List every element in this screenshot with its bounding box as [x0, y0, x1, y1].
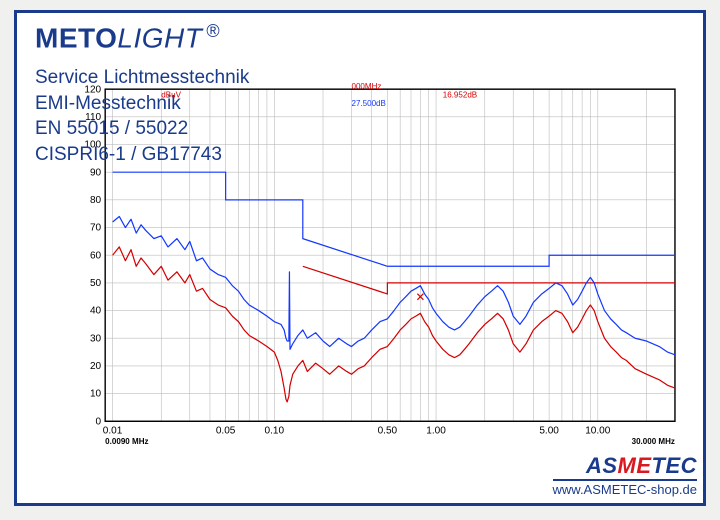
svg-text:27.500dB: 27.500dB	[351, 99, 385, 108]
description-block: Service Lichtmesstechnik EMI-Messtechnik…	[35, 65, 249, 168]
desc-line-2: EMI-Messtechnik	[35, 91, 249, 117]
content-frame: METOLIGHT® Service Lichtmesstechnik EMI-…	[14, 10, 706, 506]
svg-text:60: 60	[90, 250, 102, 261]
svg-text:0.50: 0.50	[378, 426, 398, 437]
svg-text:50: 50	[90, 278, 102, 289]
footer-brand: ASMETEC	[553, 453, 698, 479]
brand-part2: LIGHT	[117, 22, 202, 53]
page-root: METOLIGHT® Service Lichtmesstechnik EMI-…	[0, 0, 720, 520]
desc-line-4: CISPRI6-1 / GB17743	[35, 142, 249, 168]
svg-text:0.05: 0.05	[216, 426, 236, 437]
svg-text:10.00: 10.00	[585, 426, 610, 437]
svg-text:0.0090 MHz: 0.0090 MHz	[105, 437, 148, 446]
footer-brand-me: ME	[618, 453, 652, 478]
svg-text:0.10: 0.10	[265, 426, 285, 437]
svg-text:20: 20	[90, 361, 102, 372]
footer-brand-as: AS	[586, 453, 618, 478]
svg-text:0.01: 0.01	[103, 426, 123, 437]
footer-url: www.ASMETEC-shop.de	[553, 479, 698, 497]
svg-text:30: 30	[90, 333, 102, 344]
footer: ASMETEC www.ASMETEC-shop.de	[547, 451, 704, 503]
svg-text:10: 10	[90, 389, 102, 400]
desc-line-3: EN 55015 / 55022	[35, 116, 249, 142]
svg-text:000MHz: 000MHz	[351, 83, 381, 91]
svg-text:40: 40	[90, 306, 102, 317]
svg-text:90: 90	[90, 167, 102, 178]
svg-text:30.000 MHz: 30.000 MHz	[632, 437, 675, 446]
svg-text:1.00: 1.00	[426, 426, 446, 437]
svg-text:5.00: 5.00	[539, 426, 559, 437]
footer-brand-tec: TEC	[652, 453, 698, 478]
brand-registered: ®	[206, 21, 220, 41]
svg-text:16.952dB: 16.952dB	[443, 90, 477, 99]
brand-part1: METO	[35, 22, 117, 53]
svg-text:80: 80	[90, 195, 102, 206]
desc-line-1: Service Lichtmesstechnik	[35, 65, 249, 91]
svg-text:0: 0	[96, 416, 102, 427]
brand-title: METOLIGHT®	[35, 21, 220, 54]
svg-text:70: 70	[90, 223, 102, 234]
